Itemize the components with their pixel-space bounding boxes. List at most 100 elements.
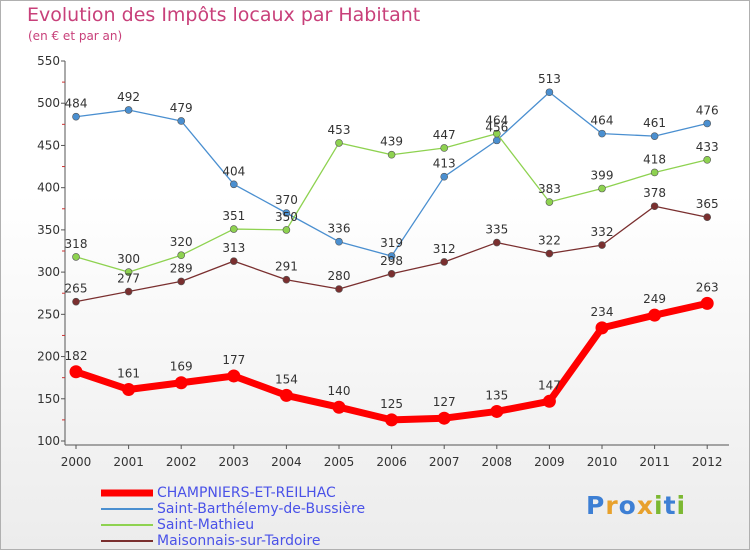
data-label: 154 bbox=[275, 372, 298, 386]
data-point bbox=[282, 209, 291, 217]
brand-letter: o bbox=[618, 491, 637, 520]
data-point bbox=[700, 296, 714, 310]
data-point bbox=[279, 388, 293, 402]
data-point bbox=[492, 238, 501, 247]
data-point bbox=[387, 269, 396, 278]
data-point bbox=[440, 144, 449, 152]
data-point bbox=[177, 117, 185, 125]
data-label: 169 bbox=[170, 360, 193, 374]
data-point bbox=[440, 172, 449, 181]
data-label: 319 bbox=[380, 236, 403, 250]
data-point bbox=[335, 237, 343, 246]
data-label: 234 bbox=[591, 305, 614, 319]
axes: 100 150 200 250 300 350 400 450 500 550 2000 2001 20… bbox=[37, 54, 729, 469]
series-champniers-et-reilhac bbox=[69, 296, 714, 427]
data-label: 161 bbox=[117, 366, 140, 380]
data-point bbox=[335, 285, 343, 293]
data-point bbox=[598, 129, 606, 138]
x-tick-label: 2008 bbox=[482, 455, 513, 469]
data-point bbox=[650, 168, 659, 177]
data-point bbox=[648, 308, 662, 322]
data-label: 140 bbox=[328, 384, 351, 398]
data-label: 332 bbox=[591, 225, 614, 239]
data-label: 453 bbox=[328, 123, 351, 137]
x-tick-label: 2001 bbox=[113, 455, 144, 469]
legend-item: Saint-Mathieu bbox=[101, 517, 401, 533]
data-label: 464 bbox=[485, 114, 508, 128]
brand-letter: i bbox=[654, 491, 664, 520]
data-label: 280 bbox=[328, 269, 351, 283]
legend-label: CHAMPNIERS-ET-REILHAC bbox=[157, 485, 336, 501]
data-label: 291 bbox=[275, 260, 298, 274]
data-label: 249 bbox=[643, 292, 666, 306]
data-point bbox=[177, 277, 185, 286]
data-label: 383 bbox=[538, 182, 561, 196]
data-point bbox=[650, 132, 659, 140]
brand-logo: Proxiti bbox=[586, 491, 686, 520]
data-point bbox=[230, 180, 238, 189]
x-tick-label: 2012 bbox=[692, 455, 723, 469]
data-point bbox=[387, 252, 396, 260]
x-tick-label: 2004 bbox=[271, 455, 302, 469]
legend-swatch bbox=[101, 524, 153, 526]
y-tick-label: 450 bbox=[37, 138, 60, 152]
data-label: 312 bbox=[433, 242, 456, 256]
data-label: 399 bbox=[591, 169, 614, 183]
data-point bbox=[177, 251, 185, 260]
data-label: 365 bbox=[696, 197, 719, 211]
data-point bbox=[230, 257, 238, 265]
data-label: 370 bbox=[275, 193, 298, 207]
data-point bbox=[598, 241, 606, 249]
data-label: 336 bbox=[328, 222, 351, 236]
data-label: 298 bbox=[380, 254, 403, 268]
data-label: 464 bbox=[591, 114, 614, 128]
data-label: 313 bbox=[222, 241, 245, 255]
data-label: 433 bbox=[696, 140, 719, 154]
brand-letter: P bbox=[586, 491, 606, 520]
data-point bbox=[174, 376, 188, 390]
data-point bbox=[124, 268, 133, 276]
data-label: 447 bbox=[433, 128, 456, 142]
data-point bbox=[230, 225, 238, 233]
chart-subtitle: (en € et par an) bbox=[28, 29, 123, 43]
y-tick-label: 500 bbox=[37, 96, 60, 110]
data-labels-layer: 484 492 479 404 370 336 319 413 456 513 464 461 476 3… bbox=[65, 72, 719, 411]
y-tick-label: 100 bbox=[37, 434, 60, 448]
legend-item: CHAMPNIERS-ET-REILHAC bbox=[101, 485, 401, 501]
data-label: 513 bbox=[538, 72, 561, 86]
data-point bbox=[282, 226, 291, 234]
x-tick-label: 2003 bbox=[219, 455, 250, 469]
data-point bbox=[124, 106, 133, 114]
data-label: 404 bbox=[222, 164, 245, 178]
x-tick-label: 2005 bbox=[324, 455, 355, 469]
y-tick-label: 550 bbox=[37, 54, 60, 68]
series-saint-mathieu bbox=[72, 129, 712, 276]
legend-swatch bbox=[101, 540, 153, 542]
data-label: 320 bbox=[170, 235, 193, 249]
data-label: 127 bbox=[433, 395, 456, 409]
data-point bbox=[72, 253, 80, 261]
data-label: 263 bbox=[696, 280, 719, 294]
data-point bbox=[122, 382, 136, 396]
legend-swatch bbox=[101, 489, 153, 497]
x-tick-label: 2006 bbox=[376, 455, 407, 469]
data-point bbox=[490, 404, 504, 418]
legend-swatch bbox=[101, 508, 153, 510]
data-point bbox=[545, 88, 554, 97]
data-point bbox=[227, 369, 241, 383]
y-tick-label: 150 bbox=[37, 392, 60, 406]
data-label: 461 bbox=[643, 116, 666, 130]
data-point bbox=[440, 258, 449, 266]
data-point bbox=[335, 139, 343, 147]
data-label: 135 bbox=[485, 388, 508, 402]
data-point bbox=[703, 119, 712, 128]
data-label: 484 bbox=[65, 97, 88, 111]
legend-label: Saint-Barthélemy-de-Bussière bbox=[157, 501, 366, 517]
data-point bbox=[72, 297, 80, 306]
data-label: 335 bbox=[485, 223, 508, 237]
data-label: 265 bbox=[65, 282, 88, 296]
x-tick-label: 2009 bbox=[534, 455, 565, 469]
data-label: 350 bbox=[275, 210, 298, 224]
data-point bbox=[69, 365, 83, 379]
